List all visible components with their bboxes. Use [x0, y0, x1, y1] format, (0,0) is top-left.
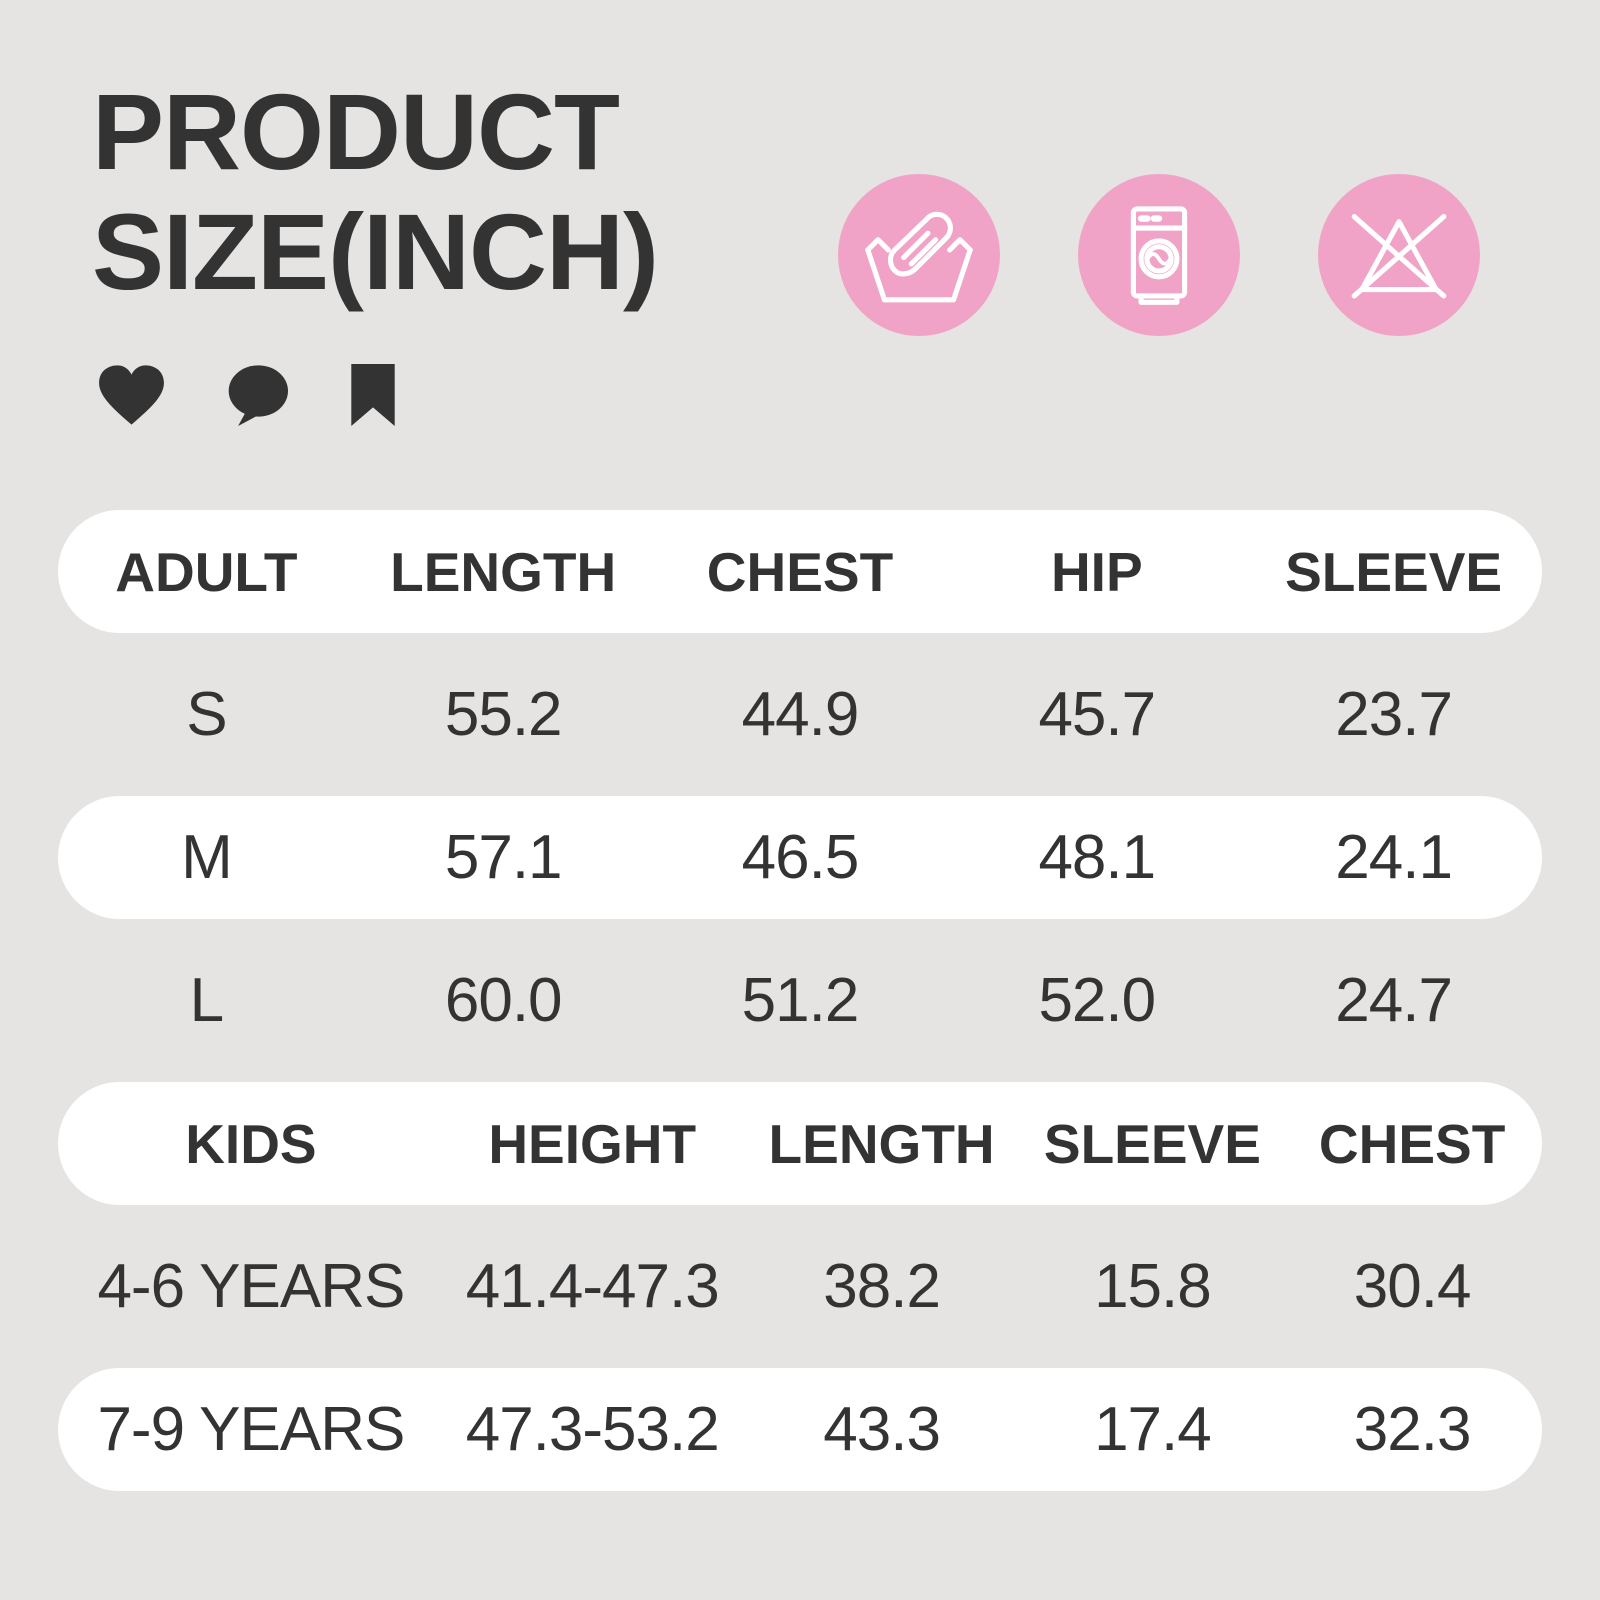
chest-value: 30.4	[1353, 1252, 1472, 1321]
column-header-kids: KIDS	[185, 1112, 317, 1175]
do-not-bleach-icon	[1318, 174, 1480, 336]
column-header-hip: HIP	[1050, 540, 1143, 603]
chest-value: 46.5	[741, 823, 860, 892]
column-header-length: LENGTH	[768, 1112, 995, 1175]
length-value: 38.2	[823, 1252, 941, 1321]
column-header-adult: ADULT	[115, 540, 298, 603]
age-label: 7-9 YEARS	[97, 1395, 405, 1464]
sleeve-value: 23.7	[1335, 680, 1453, 749]
sleeve-value: 24.1	[1335, 823, 1453, 892]
length-value: 60.0	[444, 966, 563, 1035]
sleeve-value: 15.8	[1094, 1252, 1212, 1321]
sleeve-value: 17.4	[1094, 1395, 1212, 1464]
heart-icon	[96, 364, 167, 426]
age-label: 4-6 YEARS	[97, 1252, 405, 1321]
height-value: 47.3-53.2	[465, 1395, 720, 1464]
table-row-7-9-years: 7-9 YEARS 47.3-53.2 43.3 17.4 32.3	[58, 1368, 1542, 1491]
hip-value: 45.7	[1038, 680, 1156, 749]
hand-wash-icon	[838, 174, 1000, 336]
hip-value: 48.1	[1038, 823, 1156, 892]
kids-header-row: KIDS HEIGHT LENGTH SLEEVE CHEST	[58, 1082, 1542, 1205]
table-row-s: S 55.2 44.9 45.7 23.7	[58, 653, 1542, 776]
length-value: 43.3	[823, 1395, 941, 1464]
social-icons	[96, 364, 399, 426]
column-header-chest: CHEST	[1318, 1112, 1506, 1175]
chest-value: 44.9	[741, 680, 860, 749]
column-header-sleeve: SLEEVE	[1285, 540, 1503, 603]
size-label: L	[189, 966, 224, 1035]
adult-header-row: ADULT LENGTH CHEST HIP SLEEVE	[58, 510, 1542, 633]
bookmark-icon	[347, 364, 399, 426]
table-row-l: L 60.0 51.2 52.0 24.7	[58, 939, 1542, 1062]
sleeve-value: 24.7	[1335, 966, 1453, 1035]
title-line-2: SIZE(INCH)	[92, 191, 659, 312]
hip-value: 52.0	[1038, 966, 1156, 1035]
column-header-sleeve: SLEEVE	[1043, 1112, 1261, 1175]
title-line-1: PRODUCT	[92, 71, 620, 192]
machine-wash-icon	[1078, 174, 1240, 336]
size-tables: ADULT LENGTH CHEST HIP SLEEVE S 55.2 44.…	[58, 510, 1542, 1491]
chest-value: 32.3	[1353, 1395, 1472, 1464]
chest-value: 51.2	[741, 966, 860, 1035]
column-header-chest: CHEST	[706, 540, 894, 603]
care-icons	[838, 174, 1480, 336]
column-header-length: LENGTH	[390, 540, 617, 603]
length-value: 57.1	[444, 823, 563, 892]
page-title: PRODUCT SIZE(INCH)	[92, 71, 659, 312]
height-value: 41.4-47.3	[465, 1252, 720, 1321]
size-label: S	[186, 680, 227, 749]
size-label: M	[181, 823, 233, 892]
table-row-m: M 57.1 46.5 48.1 24.1	[58, 796, 1542, 919]
column-header-height: HEIGHT	[488, 1112, 697, 1175]
table-row-4-6-years: 4-6 YEARS 41.4-47.3 38.2 15.8 30.4	[58, 1225, 1542, 1348]
length-value: 55.2	[444, 680, 563, 749]
comment-icon	[223, 364, 291, 426]
